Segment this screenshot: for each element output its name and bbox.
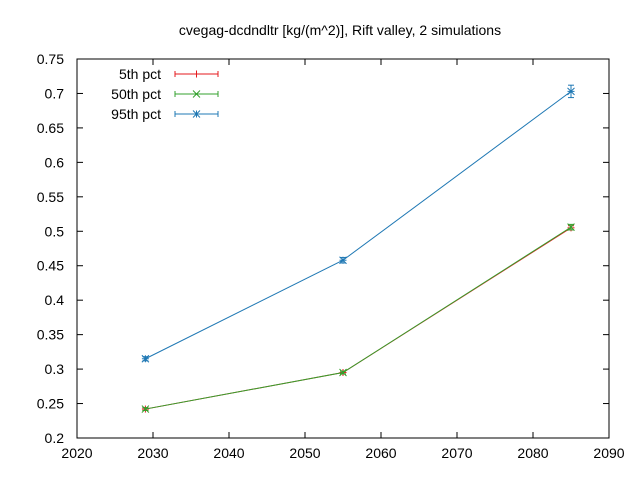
data-point <box>141 405 150 413</box>
y-tick-label: 0.4 <box>45 292 65 308</box>
marker-stroke <box>141 405 150 413</box>
marker-stroke <box>192 110 201 118</box>
series-group <box>141 84 575 413</box>
series-1 <box>141 224 575 413</box>
series-3 <box>141 84 575 363</box>
legend-entry: 95th pct <box>111 106 219 122</box>
marker-stroke <box>339 368 347 377</box>
x-tick-label: 2080 <box>517 445 548 461</box>
series-2 <box>141 223 575 413</box>
y-tick-label: 0.75 <box>37 51 64 67</box>
x-tick-label: 2090 <box>593 445 624 461</box>
x-tick-label: 2050 <box>289 445 320 461</box>
data-point <box>339 256 347 265</box>
legend-label: 50th pct <box>111 86 161 102</box>
series-line <box>145 226 572 410</box>
y-tick-label: 0.45 <box>37 258 64 274</box>
y-tick-label: 0.5 <box>45 223 65 239</box>
data-point <box>567 84 575 99</box>
data-point <box>339 368 347 377</box>
x-tick-label: 2070 <box>441 445 472 461</box>
marker-stroke <box>141 354 150 363</box>
legend-label: 5th pct <box>119 66 161 82</box>
data-point <box>141 354 150 363</box>
marker-stroke <box>567 223 575 231</box>
y-tick-label: 0.3 <box>45 361 65 377</box>
data-point <box>567 223 575 231</box>
legend: 5th pct 50th pct 95th pct <box>111 66 219 122</box>
x-tick-label: 2040 <box>213 445 244 461</box>
axis-ticks: 2020 2030 2040 2050 2060 2070 2080 2090 0.2 0.25 0… <box>37 51 625 461</box>
x-tick-label: 2020 <box>61 445 92 461</box>
plot-frame <box>76 58 610 439</box>
y-tick-label: 0.25 <box>37 396 64 412</box>
legend-label: 95th pct <box>111 106 161 122</box>
legend-entry: 50th pct <box>111 86 219 102</box>
y-tick-label: 0.7 <box>45 85 65 101</box>
y-tick-label: 0.35 <box>37 327 64 343</box>
y-tick-label: 0.55 <box>37 189 64 205</box>
y-tick-label: 0.6 <box>45 154 65 170</box>
series-line <box>145 227 572 410</box>
y-tick-label: 0.65 <box>37 120 64 136</box>
x-tick-label: 2060 <box>365 445 396 461</box>
chart-title: cvegag-dcdndltr [kg/(m^2)], Rift valley,… <box>179 22 501 38</box>
legend-entry: 5th pct <box>119 66 219 82</box>
marker-stroke <box>339 256 347 265</box>
x-tick-label: 2030 <box>137 445 168 461</box>
series-line <box>145 90 572 360</box>
marker-stroke <box>567 87 575 96</box>
y-tick-label: 0.2 <box>45 430 65 446</box>
marker-stroke <box>192 90 201 98</box>
